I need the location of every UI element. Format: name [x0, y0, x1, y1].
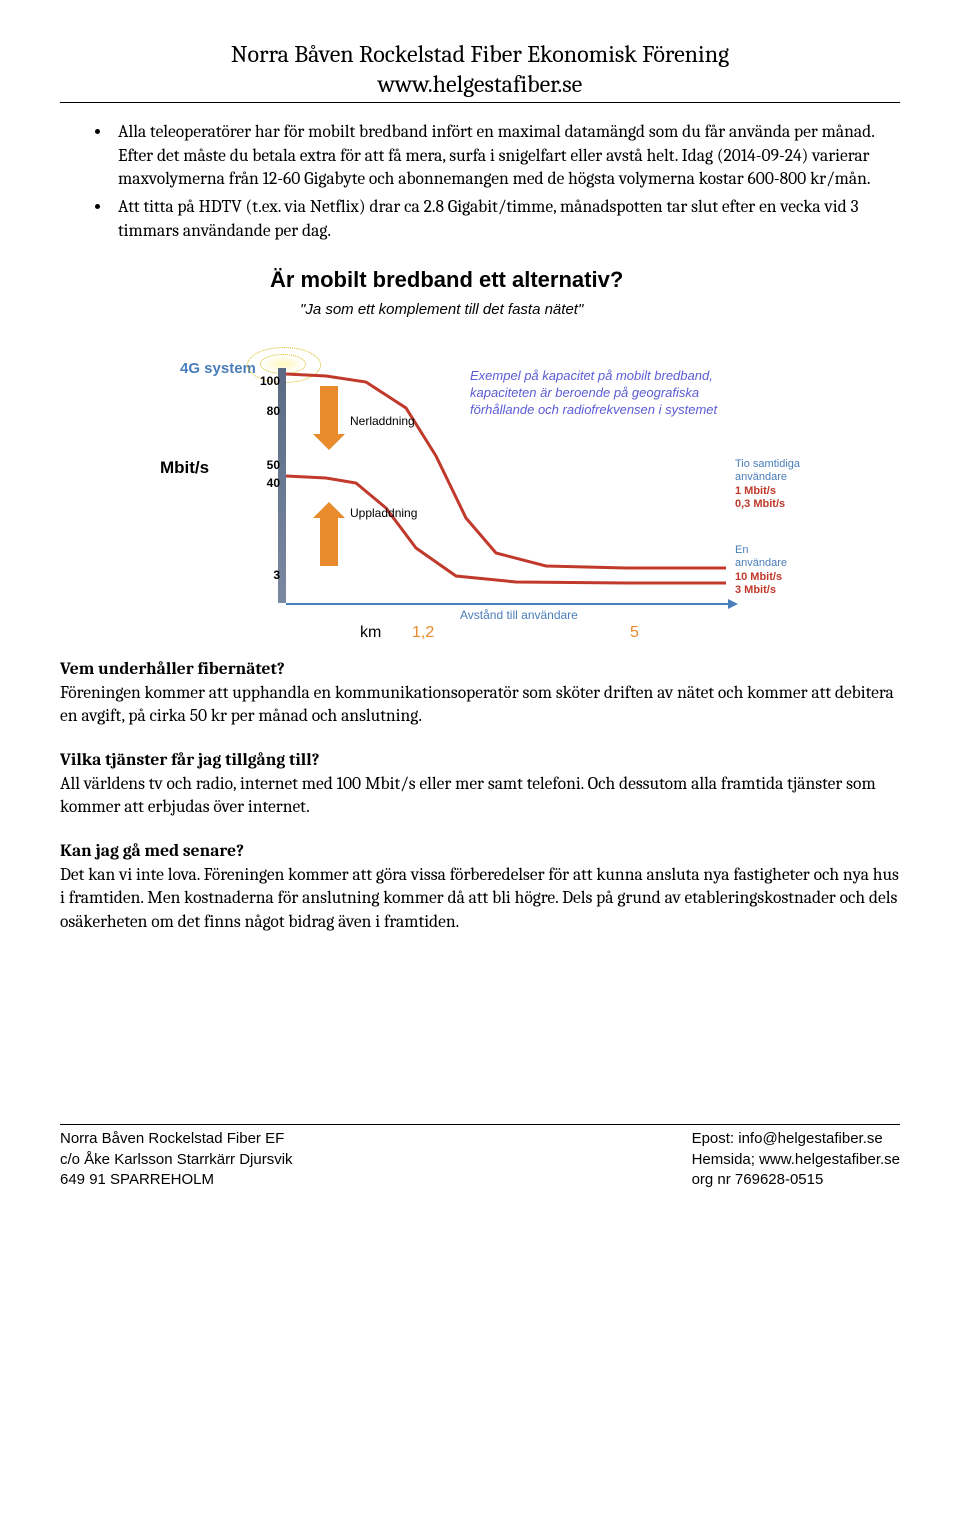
note-line: användare — [735, 471, 800, 484]
footer-left: Norra Båven Rockelstad Fiber EF c/o Åke … — [60, 1129, 293, 1190]
list-item: Alla teleoperatörer har för mobilt bredb… — [112, 121, 900, 192]
qa-section: Vilka tjänster får jag tillgång till? Al… — [60, 749, 900, 820]
question: Vilka tjänster får jag tillgång till? — [60, 749, 900, 773]
y-axis-label: Mbit/s — [160, 458, 209, 478]
chart-caption: Exempel på kapacitet på mobilt bredband,… — [470, 368, 730, 419]
download-arrow-icon — [320, 386, 338, 436]
list-item: Att titta på HDTV (t.ex. via Netflix) dr… — [112, 196, 900, 243]
upload-arrow-icon — [320, 516, 338, 566]
upload-label: Uppladdning — [350, 506, 417, 520]
one-user-note: En användare 10 Mbit/s 3 Mbit/s — [735, 544, 800, 597]
x-axis-line — [286, 603, 736, 605]
caption-line: Exempel på kapacitet på mobilt bredband, — [470, 368, 713, 383]
header-divider — [60, 102, 900, 103]
answer: Det kan vi inte lova. Föreningen kommer … — [60, 865, 899, 932]
note-value: 10 Mbit/s — [735, 571, 800, 584]
download-label: Nerladdning — [350, 414, 415, 428]
page-header-url: www.helgestafiber.se — [60, 70, 900, 98]
x-axis-label: Avstånd till användare — [460, 608, 578, 622]
bullet-list: Alla teleoperatörer har för mobilt bredb… — [60, 121, 900, 243]
answer: All världens tv och radio, internet med … — [60, 774, 876, 818]
y-tick: 80 — [250, 404, 280, 418]
note-value: 0,3 Mbit/s — [735, 498, 800, 511]
qa-section: Vem underhåller fibernätet? Föreningen k… — [60, 658, 900, 729]
question: Kan jag gå med senare? — [60, 840, 900, 864]
four-g-label: 4G system — [180, 360, 256, 377]
footer-divider — [60, 1124, 900, 1125]
caption-line: förhållande och radiofrekvensen i system… — [470, 402, 717, 417]
page-header-title: Norra Båven Rockelstad Fiber Ekonomisk F… — [60, 40, 900, 68]
answer: Föreningen kommer att upphandla en kommu… — [60, 683, 894, 727]
chart-subtitle: "Ja som ett komplement till det fasta nä… — [160, 301, 800, 318]
chart-area: 4G system Mbit/s 100 80 50 40 3 Nerladdn… — [160, 348, 800, 628]
caption-line: kapaciteten är beroende på geografiska — [470, 385, 699, 400]
y-tick: 100 — [250, 374, 280, 388]
y-tick: 40 — [250, 476, 280, 490]
y-tick: 3 — [250, 568, 280, 582]
note-value: 1 Mbit/s — [735, 485, 800, 498]
qa-section: Kan jag gå med senare? Det kan vi inte l… — [60, 840, 900, 935]
x-tick: 5 — [630, 624, 639, 642]
page-footer: Norra Båven Rockelstad Fiber EF c/o Åke … — [60, 1129, 900, 1190]
note-value: 3 Mbit/s — [735, 584, 800, 597]
chart-title: Är mobilt bredband ett alternativ? — [160, 267, 800, 293]
ten-users-note: Tio samtidiga användare 1 Mbit/s 0,3 Mbi… — [735, 458, 800, 511]
y-tick: 50 — [250, 458, 280, 472]
footer-right: Epost: info@helgestafiber.se Hemsida; ww… — [692, 1129, 900, 1190]
km-label: km — [360, 624, 381, 642]
note-line: Tio samtidiga — [735, 458, 800, 471]
note-line: En användare — [735, 544, 800, 570]
x-tick: 1,2 — [412, 624, 434, 642]
chart-figure: Är mobilt bredband ett alternativ? "Ja s… — [160, 267, 800, 628]
question: Vem underhåller fibernätet? — [60, 658, 900, 682]
